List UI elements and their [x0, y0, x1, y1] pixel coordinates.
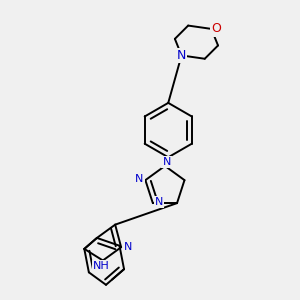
Text: N: N [135, 174, 144, 184]
Text: O: O [212, 22, 221, 35]
Text: NH: NH [93, 261, 110, 271]
Text: N: N [154, 197, 163, 207]
Text: N: N [124, 242, 133, 252]
Text: N: N [177, 49, 186, 62]
Text: N: N [162, 157, 171, 166]
